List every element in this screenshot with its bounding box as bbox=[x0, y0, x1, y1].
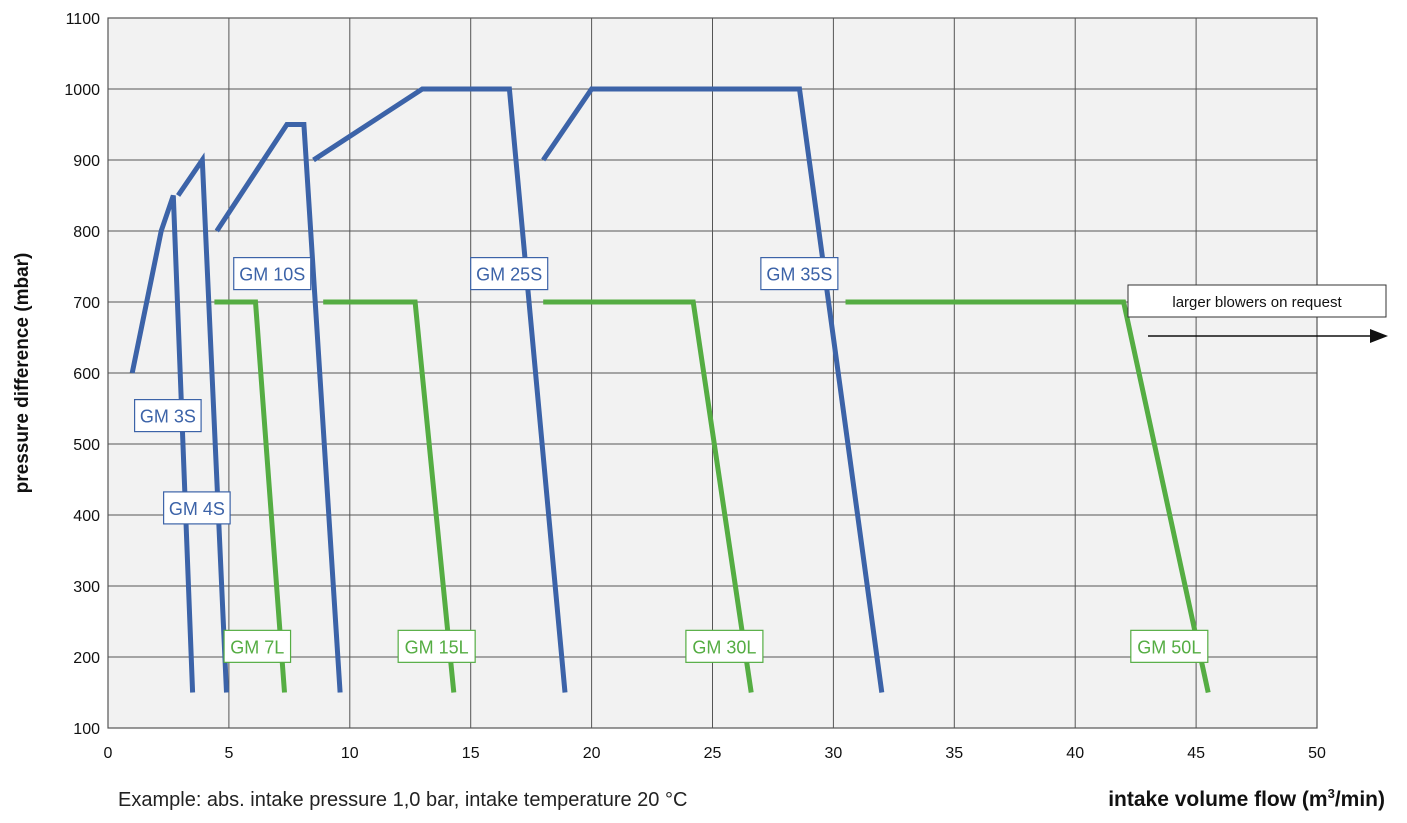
x-tick-label: 35 bbox=[945, 745, 963, 762]
series-line-gm-30l bbox=[543, 299, 754, 693]
x-tick-label: 30 bbox=[825, 745, 843, 762]
series-label-gm-50l: GM 50L bbox=[1130, 629, 1209, 663]
x-axis-label: intake volume flow (m3/min) bbox=[1108, 786, 1385, 811]
arrow-head-icon bbox=[1370, 329, 1388, 343]
larger-blowers-box bbox=[1127, 284, 1387, 318]
example-note: Example: abs. intake pressure 1,0 bar, i… bbox=[118, 789, 687, 811]
series-line-gm-25s bbox=[312, 86, 568, 693]
series-line-gm-15l bbox=[323, 299, 457, 693]
series-line-gm-35s bbox=[541, 86, 885, 693]
series-label-gm-3s: GM 3S bbox=[133, 399, 202, 433]
y-tick-label: 500 bbox=[73, 437, 100, 454]
y-axis-label: pressure difference (mbar) bbox=[12, 253, 33, 494]
series-label-gm-15l: GM 15L bbox=[397, 629, 476, 663]
series-label-gm-10s: GM 10S bbox=[233, 257, 312, 291]
x-tick-label: 10 bbox=[341, 745, 359, 762]
series-line-gm-3s bbox=[129, 194, 196, 693]
series-label-box bbox=[223, 629, 292, 663]
y-tick-label: 400 bbox=[73, 508, 100, 525]
y-tick-label: 900 bbox=[73, 153, 100, 170]
y-tick-label: 100 bbox=[73, 721, 100, 738]
series-label-box bbox=[1130, 629, 1209, 663]
x-tick-label: 15 bbox=[462, 745, 480, 762]
series-label-box bbox=[133, 399, 202, 433]
x-tick-label: 45 bbox=[1187, 745, 1205, 762]
series-label-box bbox=[233, 257, 312, 291]
y-tick-label: 700 bbox=[73, 295, 100, 312]
series-label-gm-30l: GM 30L bbox=[685, 629, 764, 663]
y-tick-label: 300 bbox=[73, 579, 100, 596]
series-label-gm-7l: GM 7L bbox=[223, 629, 292, 663]
series-label-text: GM 4S bbox=[169, 499, 225, 519]
series-line-gm-50l bbox=[845, 299, 1211, 694]
series-labels: GM 3S GM 4S GM 10S GM 25S GM 35S GM 7L GM 15L G… bbox=[133, 257, 1209, 663]
series-label-box bbox=[760, 257, 839, 291]
x-tick-label: 50 bbox=[1308, 745, 1326, 762]
series-label-box bbox=[163, 491, 231, 525]
x-tick-label: 20 bbox=[583, 745, 601, 762]
series-label-gm-4s: GM 4S bbox=[163, 491, 231, 525]
series-label-box bbox=[470, 257, 549, 291]
x-tick-label: 0 bbox=[104, 745, 113, 762]
y-tick-labels: 100 200 300 400 500 600 700 800 900 1000 1100 bbox=[64, 11, 100, 738]
larger-blowers-text: larger blowers on request bbox=[1172, 294, 1342, 311]
x-tick-label: 40 bbox=[1066, 745, 1084, 762]
series-label-text: GM 7L bbox=[230, 637, 284, 657]
series-label-text: GM 10S bbox=[239, 265, 305, 285]
series-label-text: GM 3S bbox=[140, 407, 196, 427]
series-label-gm-35s: GM 35S bbox=[760, 257, 839, 291]
series-label-text: GM 30L bbox=[692, 637, 756, 657]
x-tick-label: 25 bbox=[704, 745, 722, 762]
series-label-text: GM 25S bbox=[476, 265, 542, 285]
series-line-gm-10s bbox=[214, 122, 343, 693]
y-tick-label: 600 bbox=[73, 366, 100, 383]
x-tick-labels: 0 5 10 15 20 25 30 35 40 45 50 bbox=[104, 745, 1326, 762]
series-label-text: GM 35S bbox=[766, 265, 832, 285]
series-label-box bbox=[397, 629, 476, 663]
larger-blowers-annotation: larger blowers on request bbox=[1127, 284, 1388, 343]
y-tick-label: 1000 bbox=[64, 82, 100, 99]
series-label-text: GM 15L bbox=[405, 637, 469, 657]
plot-frame bbox=[107, 17, 1318, 729]
series-line-gm-7l bbox=[214, 299, 287, 693]
y-tick-label: 800 bbox=[73, 224, 100, 241]
y-tick-label: 200 bbox=[73, 650, 100, 667]
series-label-text: GM 50L bbox=[1137, 637, 1201, 657]
y-tick-label: 1100 bbox=[66, 11, 101, 28]
x-tick-label: 5 bbox=[224, 745, 233, 762]
series-label-box bbox=[685, 629, 764, 663]
series-label-gm-25s: GM 25S bbox=[470, 257, 549, 291]
series-lines bbox=[129, 86, 1211, 694]
